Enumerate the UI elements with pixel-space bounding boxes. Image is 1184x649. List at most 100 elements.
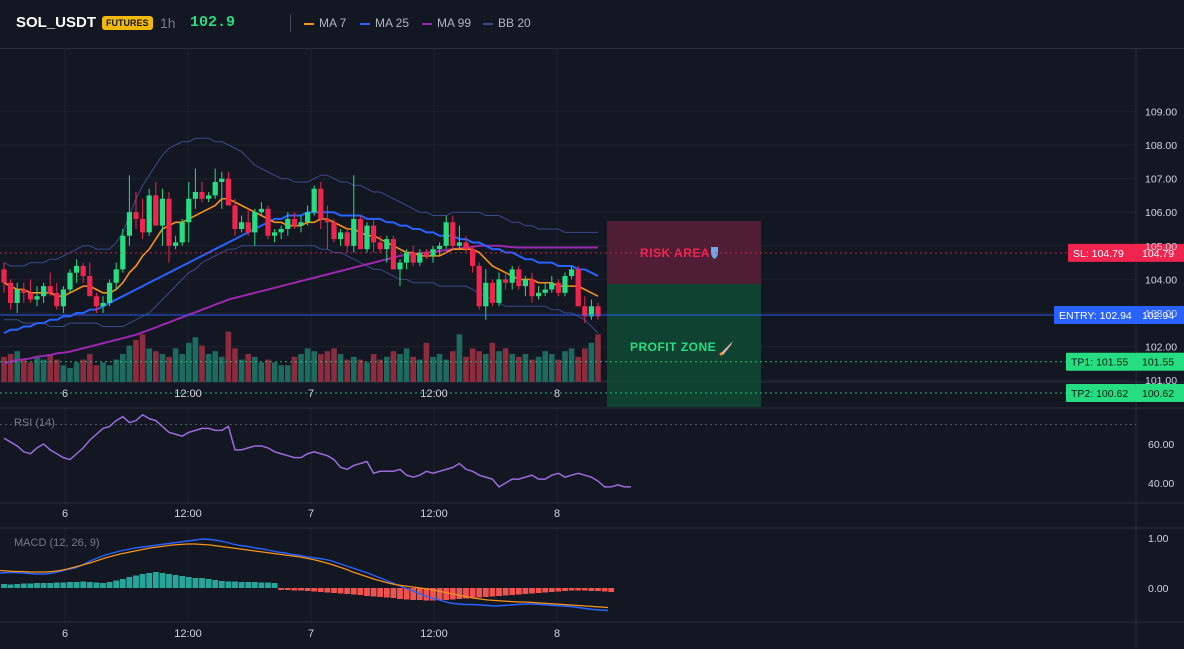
macd-pane: MACD (12, 26, 9) 0.00 1.00 xyxy=(0,533,1169,612)
macd-hist-bar xyxy=(34,583,40,588)
level-price-box-entry xyxy=(1136,306,1184,325)
candle-body xyxy=(516,269,522,287)
volume-bar xyxy=(271,362,278,382)
candle-body xyxy=(503,279,509,283)
volume-bar xyxy=(146,348,152,382)
candle-body xyxy=(173,242,179,246)
macd-hist-bar xyxy=(251,582,258,588)
volume-bar xyxy=(113,359,119,382)
macd-hist-bar xyxy=(568,588,575,591)
volume-bar xyxy=(21,359,27,382)
legend-ma25[interactable]: MA 25 xyxy=(360,16,409,30)
profit-zone xyxy=(607,284,761,407)
candle-body xyxy=(324,218,330,223)
macd-hist-bar xyxy=(522,588,529,594)
volume-bar xyxy=(318,354,324,382)
candle-body xyxy=(278,229,284,233)
volume-bar xyxy=(463,356,469,382)
macd-hist-bar xyxy=(60,582,67,588)
volume-bar xyxy=(582,348,588,382)
macd-hist-bar xyxy=(436,588,443,600)
volume-bar xyxy=(370,354,377,382)
macd-hist-bar xyxy=(476,588,483,598)
candlesticks[interactable] xyxy=(1,168,601,324)
time-tick-label: 7 xyxy=(308,388,314,400)
candle-body xyxy=(133,212,139,219)
candle-body xyxy=(47,286,53,293)
macd-hist-bar xyxy=(86,582,93,588)
price-tick-label: 101.00 xyxy=(1145,375,1177,387)
macd-hist-bar xyxy=(47,583,54,588)
volume-bar xyxy=(153,351,159,382)
candle-body xyxy=(338,232,344,240)
level-price-tp2: 100.62 xyxy=(1142,388,1174,400)
candle-body xyxy=(542,289,548,293)
macd-hist-bar xyxy=(166,574,172,588)
candle-body xyxy=(344,232,350,246)
candle-body xyxy=(34,296,40,300)
level-price-box-tp1 xyxy=(1136,352,1184,371)
profit-zone-label: PROFIT ZONE xyxy=(630,340,716,354)
macd-hist-bar xyxy=(27,583,34,588)
level-label-box-tp2 xyxy=(1066,383,1136,402)
volume-bar xyxy=(126,345,133,382)
macd-hist-bar xyxy=(317,588,324,592)
level-price-sl: 104.79 xyxy=(1142,248,1174,260)
volume-bar xyxy=(298,354,304,382)
candle-body xyxy=(496,279,502,303)
legend-label-ma7: MA 7 xyxy=(319,16,347,30)
candle-body xyxy=(305,212,311,223)
time-tick-label: 12:00 xyxy=(420,628,448,640)
rsi-tick-label: 40.00 xyxy=(1148,478,1174,490)
level-price-entry: 102.94 xyxy=(1142,310,1174,322)
legend-ma7[interactable]: MA 7 xyxy=(304,16,346,30)
time-tick-label: 12:00 xyxy=(420,508,448,520)
legend-swatch-ma25 xyxy=(360,22,370,25)
volume-bar xyxy=(331,348,337,382)
macd-hist-bar xyxy=(588,588,595,591)
volume-bar xyxy=(555,359,562,382)
volume-bar xyxy=(285,365,291,382)
macd-hist-bar xyxy=(172,575,179,588)
volume-bar xyxy=(397,354,403,382)
price-tick-label: 102.00 xyxy=(1145,342,1177,354)
volume-bar xyxy=(337,354,344,382)
volume-bar xyxy=(192,337,199,382)
candle-body xyxy=(8,282,14,303)
macd-hist-bar xyxy=(93,582,100,588)
macd-hist-bar xyxy=(113,580,120,588)
macd-hist-bar xyxy=(575,588,582,591)
price-tick-label: 103.00 xyxy=(1145,308,1177,320)
level-label-box-entry xyxy=(1054,306,1136,325)
macd-hist-bar xyxy=(278,588,285,590)
rsi-pane: RSI (14) 40.00 60.00 xyxy=(0,413,1174,490)
candle-body xyxy=(562,276,568,293)
candle-body xyxy=(100,302,106,307)
legend-ma99[interactable]: MA 99 xyxy=(422,16,471,30)
volume-bar xyxy=(7,354,14,382)
candle-body xyxy=(265,208,271,236)
chart-header: SOL_USDT FUTURES 1h 102.9 MA 7 MA 25 MA … xyxy=(0,0,1184,49)
macd-hist-bar xyxy=(14,584,21,588)
level-price-tp1: 101.55 xyxy=(1142,357,1174,369)
candle-body xyxy=(410,252,416,263)
macd-hist-bar xyxy=(40,583,47,588)
timeframe-label[interactable]: 1h xyxy=(160,15,176,31)
macd-hist-bar xyxy=(265,582,271,588)
candle-body xyxy=(120,235,126,270)
macd-hist-bar xyxy=(271,583,278,588)
macd-hist-bar xyxy=(608,588,615,592)
candle-body xyxy=(595,306,601,317)
legend-bb20[interactable]: BB 20 xyxy=(483,16,531,30)
volume-bar xyxy=(100,362,106,382)
trade-levels: SL: 104.79 104.79 ENTRY: 102.94 102.94 TP1: … xyxy=(0,243,1184,402)
volume-bar xyxy=(133,340,139,382)
price-axes[interactable]: 101.00 102.00 103.00 104.00 105.00 106.00 107.… xyxy=(62,106,1177,640)
macd-hist-bar xyxy=(423,588,430,601)
ma99-line xyxy=(3,244,598,365)
symbol-name[interactable]: SOL_USDT xyxy=(16,14,97,31)
candle-body xyxy=(159,198,165,226)
macd-hist-bar xyxy=(383,588,390,598)
level-label-box-tp1 xyxy=(1066,352,1136,371)
